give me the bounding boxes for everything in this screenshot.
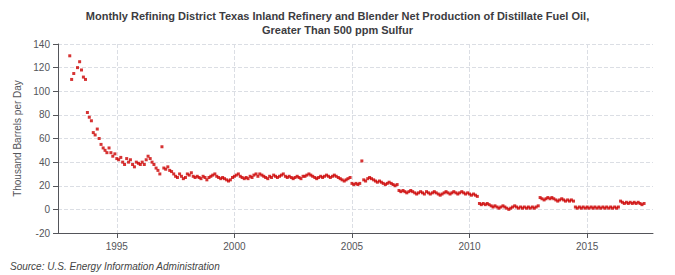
svg-text:40: 40 (39, 157, 51, 168)
svg-text:60: 60 (39, 133, 51, 144)
svg-text:120: 120 (33, 62, 50, 73)
svg-text:20: 20 (39, 180, 51, 191)
svg-text:-20: -20 (36, 228, 51, 239)
svg-text:100: 100 (33, 86, 50, 97)
svg-text:Thousand Barrels per Day: Thousand Barrels per Day (12, 80, 23, 197)
svg-text:2005: 2005 (341, 241, 364, 252)
svg-text:2000: 2000 (223, 241, 246, 252)
svg-text:Source: U.S. Energy Informatio: Source: U.S. Energy Information Administ… (10, 261, 220, 272)
svg-text:2010: 2010 (458, 241, 481, 252)
svg-text:80: 80 (39, 109, 51, 120)
svg-text:Greater Than 500 ppm Sulfur: Greater Than 500 ppm Sulfur (262, 24, 414, 36)
svg-text:1995: 1995 (106, 241, 129, 252)
svg-text:0: 0 (44, 204, 50, 215)
svg-text:Monthly Refining District Texa: Monthly Refining District Texas Inland R… (86, 10, 589, 22)
svg-text:140: 140 (33, 39, 50, 50)
svg-text:2015: 2015 (576, 241, 599, 252)
